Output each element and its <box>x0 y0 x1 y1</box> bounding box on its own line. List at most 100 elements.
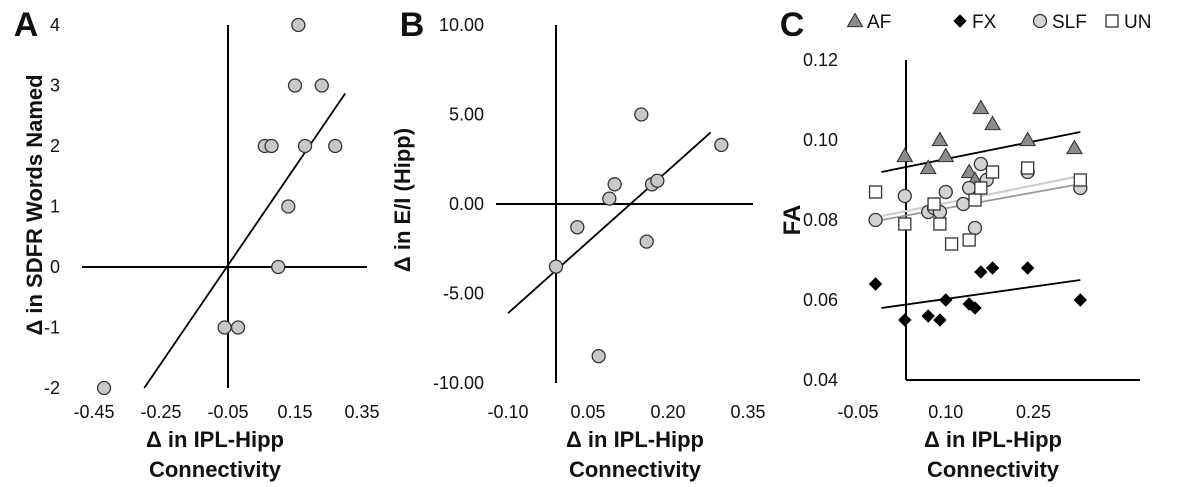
x-tick-label: 0.25 <box>1016 402 1051 422</box>
data-point-af <box>972 99 990 115</box>
data-point <box>639 234 654 249</box>
data-point-fx <box>1073 293 1088 307</box>
data-point <box>548 259 564 274</box>
data-point <box>264 138 279 154</box>
y-tick-label: 10.00 <box>439 15 484 35</box>
data-point <box>714 137 729 153</box>
data-point-fx <box>985 261 1000 275</box>
data-point-fx <box>968 301 982 315</box>
data-point <box>297 138 313 154</box>
data-point-slf <box>897 188 912 204</box>
legend-label: AF <box>867 12 891 33</box>
legend-marker <box>1105 14 1119 28</box>
data-point <box>217 320 232 335</box>
y-tick-label: 0.06 <box>803 290 838 310</box>
y-tick-label: 0.12 <box>803 50 838 70</box>
data-point-un <box>898 217 912 231</box>
data-point-af <box>1019 131 1037 147</box>
legend-item-un: UN <box>1105 12 1151 33</box>
data-point-un <box>933 217 947 231</box>
data-point-af <box>896 147 914 163</box>
data-point <box>570 220 585 235</box>
data-point <box>271 259 286 275</box>
data-point-slf <box>962 180 977 196</box>
x-tick-label: -0.10 <box>487 402 528 422</box>
data-point-un <box>974 181 988 195</box>
data-point-af <box>919 159 937 175</box>
y-tick-label: 0.10 <box>803 130 838 150</box>
y-axis-title: Δ in SDFR Words Named <box>22 74 47 335</box>
legend-label: SLF <box>1052 12 1087 33</box>
legend-marker <box>846 12 864 28</box>
legend-item-fx: FX <box>953 12 997 33</box>
panel-b: B -0.10 0.05 0.20 0.35 -10.00 -5.00 0.00 5.00 10.… <box>390 6 766 482</box>
data-point-un <box>1073 173 1087 187</box>
fit-line <box>143 92 346 389</box>
x-tick-label: 0.20 <box>650 402 685 422</box>
y-tick-label: 4 <box>50 15 60 35</box>
y-tick-label: -5.00 <box>443 284 484 304</box>
x-tick-label: -0.05 <box>207 402 248 422</box>
data-point <box>607 177 622 192</box>
panel-letter: B <box>400 6 425 44</box>
data-point-un <box>968 193 982 207</box>
x-tick-label: 0.10 <box>928 402 963 422</box>
data-point-slf <box>938 184 953 200</box>
data-point <box>287 78 303 93</box>
data-point-fx <box>974 265 988 279</box>
x-axis-title: Δ in IPL-Hipp <box>146 427 284 452</box>
data-point-un <box>1021 161 1035 175</box>
data-point-un <box>927 197 941 211</box>
y-tick-label: -1 <box>44 318 60 338</box>
y-tick-label: 0.00 <box>449 194 484 214</box>
y-tick-label: 0.04 <box>803 370 838 390</box>
data-point-fx <box>868 277 883 291</box>
y-tick-label: 3 <box>50 76 60 96</box>
data-point <box>230 320 246 335</box>
legend-label: FX <box>972 12 997 33</box>
data-point-af <box>960 163 978 179</box>
panel-c: C -0.05 0.10 0.25 0.04 0.06 0.08 0.10 0.12 Δ in I… <box>779 6 1151 482</box>
x-axis-title: Connectivity <box>569 457 702 482</box>
y-tick-label: 0.08 <box>803 210 838 230</box>
legend-item-af: AF <box>846 12 891 33</box>
legend-marker <box>953 14 967 28</box>
y-axis-title: FA <box>779 205 806 236</box>
data-point-fx <box>898 313 912 327</box>
data-point-un <box>962 233 976 247</box>
x-axis-title: Δ in IPL-Hipp <box>566 427 704 452</box>
panel-letter: C <box>780 6 805 44</box>
data-point-af <box>984 115 1001 131</box>
data-point <box>650 173 665 188</box>
data-point-fx <box>1020 261 1035 275</box>
data-point-slf <box>956 196 971 212</box>
y-tick-label: 2 <box>50 136 60 156</box>
x-tick-label: 0.05 <box>570 402 605 422</box>
data-point-slf <box>868 212 883 228</box>
panel-letter: A <box>14 6 39 44</box>
y-tick-label: 1 <box>50 197 60 217</box>
y-tick-label: 0 <box>50 257 60 277</box>
fit-line <box>507 131 712 314</box>
data-point <box>602 191 617 206</box>
x-axis-title: Δ in IPL-Hipp <box>924 427 1062 452</box>
data-point-slf <box>967 220 983 236</box>
data-point <box>314 78 329 93</box>
data-point-af <box>931 131 949 147</box>
data-point-un <box>985 165 1000 179</box>
legend-label: UN <box>1124 12 1151 33</box>
x-tick-label: 0.15 <box>277 402 312 422</box>
x-axis-title: Connectivity <box>927 457 1060 482</box>
legend-marker <box>1032 13 1048 29</box>
x-tick-label: 0.35 <box>344 402 379 422</box>
panel-a: A -0.45 -0.25 -0.05 0.15 0.35 -2 -1 0 1 2 3 4 Δ in IP… <box>14 6 380 482</box>
x-tick-label: -0.25 <box>140 402 181 422</box>
y-tick-label: -2 <box>44 378 60 398</box>
data-point-slf <box>973 156 988 172</box>
data-point-fx <box>939 293 953 307</box>
fit-line-af <box>881 131 1081 173</box>
data-point-af <box>1066 139 1083 155</box>
y-axis-title: Δ in E/I (Hipp) <box>390 128 415 272</box>
fit-line-fx <box>881 279 1081 309</box>
x-tick-label: -0.45 <box>73 402 114 422</box>
